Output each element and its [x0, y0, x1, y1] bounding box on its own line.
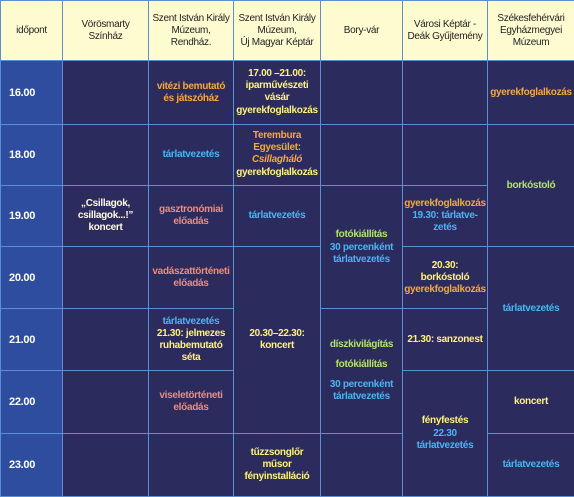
time: 16.00 — [1, 61, 63, 125]
event: 21.30: jelmezes ruhabemutató séta — [150, 328, 232, 364]
cell — [403, 61, 488, 125]
cell: viseletörténeti előadás — [149, 371, 234, 434]
cell: gyerekfoglalkozás — [488, 61, 574, 125]
cell: tárlatvezetés — [234, 186, 321, 247]
row: 16.00 vitézi bemutató és játszóház 17.00… — [1, 61, 574, 125]
row: 18.00 tárlatvezetés Terembura Egyesület:… — [1, 125, 574, 186]
cell: borkóstoló — [488, 125, 574, 247]
event: fotókiállítás — [322, 359, 401, 371]
cell: tárlatvezetés — [488, 434, 574, 497]
event: tárlatvezetés — [235, 210, 319, 222]
cell — [149, 434, 234, 497]
header: Városi Képtár - Deák Gyűjtemény — [403, 1, 488, 61]
event: fotókiállítás — [322, 229, 401, 241]
event: tárlatvezetés — [489, 303, 573, 315]
header: időpont — [1, 1, 63, 61]
event: gyerekfoglalkozás — [235, 167, 319, 179]
cell — [63, 309, 149, 371]
cell: tárlatvezetés — [488, 247, 574, 371]
event: tárlatvezetés — [150, 316, 232, 328]
event: 20.30: borkóstoló — [404, 260, 486, 284]
event: tárlatvezetés — [150, 149, 232, 161]
event: „Csillagok, csillagok...!” koncert — [64, 198, 147, 234]
cell: tűzzsonglőr műsor fényinstalláció — [234, 434, 321, 497]
event: Terembura Egyesület: — [235, 130, 319, 154]
event: fényfestés — [404, 415, 486, 427]
cell — [63, 247, 149, 309]
event: 30 percenként tárlatvezetés — [322, 379, 401, 403]
time: 19.00 — [1, 186, 63, 247]
cell: 20.30–22.30: koncert — [234, 247, 321, 434]
cell: tárlatvezetés — [149, 125, 234, 186]
event: gyerekfoglalkozás — [235, 105, 319, 117]
cell — [63, 371, 149, 434]
cell: vadászattörténeti előadás — [149, 247, 234, 309]
header: Vörösmarty Színház — [63, 1, 149, 61]
cell — [63, 125, 149, 186]
cell: vitézi bemutató és játszóház — [149, 61, 234, 125]
time: 21.00 — [1, 309, 63, 371]
cell — [321, 125, 403, 186]
event: 30 percenként tárlatvezetés — [322, 242, 401, 266]
event: 21.30: sanzonest — [404, 334, 486, 346]
row: 20.00 vadászattörténeti előadás 20.30–22… — [1, 247, 574, 309]
event: vitézi bemutató és játszóház — [150, 81, 232, 105]
cell: 21.30: sanzonest — [403, 309, 488, 371]
event: Csillagháló — [235, 154, 319, 166]
event: borkóstoló — [489, 180, 573, 192]
cell: koncert — [488, 371, 574, 434]
event: tűzzsonglőr műsor fényinstalláció — [235, 447, 319, 483]
cell — [321, 434, 403, 497]
event: vadászattörténeti előadás — [150, 266, 232, 290]
time: 22.00 — [1, 371, 63, 434]
event: viseletörténeti előadás — [150, 390, 232, 414]
cell — [321, 61, 403, 125]
header: Szent István Király Múzeum, Rendház. — [149, 1, 234, 61]
cell: díszkivilágítás fotókiállítás 30 percenkén… — [321, 309, 403, 434]
header: Székesfehérvári Egyházmegyei Múzeum — [488, 1, 574, 61]
event: 20.30–22.30: koncert — [235, 328, 319, 352]
time: 23.00 — [1, 434, 63, 497]
header: Bory-vár — [321, 1, 403, 61]
cell: „Csillagok, csillagok...!” koncert — [63, 186, 149, 247]
event: 22.30 tárlatvezetés — [404, 428, 486, 452]
header-row: időpont Vörösmarty Színház Szent István … — [1, 1, 574, 61]
time: 18.00 — [1, 125, 63, 186]
header: Szent István Király Múzeum, Új Magyar Ké… — [234, 1, 321, 61]
event: tárlatvezetés — [489, 459, 573, 471]
time: 20.00 — [1, 247, 63, 309]
cell: gasztronómiai előadás — [149, 186, 234, 247]
event: gyerekfoglalkozás — [404, 284, 486, 296]
row: 23.00 tűzzsonglőr műsor fényinstalláció … — [1, 434, 574, 497]
event: gasztronómiai előadás — [150, 204, 232, 228]
event: gyerekfoglalkozás — [404, 198, 486, 210]
cell — [63, 61, 149, 125]
event: 17.00 –21.00: iparművészeti vásár — [235, 68, 319, 104]
cell — [63, 434, 149, 497]
event: koncert — [489, 396, 573, 408]
cell — [403, 125, 488, 186]
event: gyerekfoglalkozás — [489, 87, 573, 99]
event: díszkivilágítás — [322, 339, 401, 351]
event: 19.30: tárlatve- zetés — [404, 210, 486, 234]
